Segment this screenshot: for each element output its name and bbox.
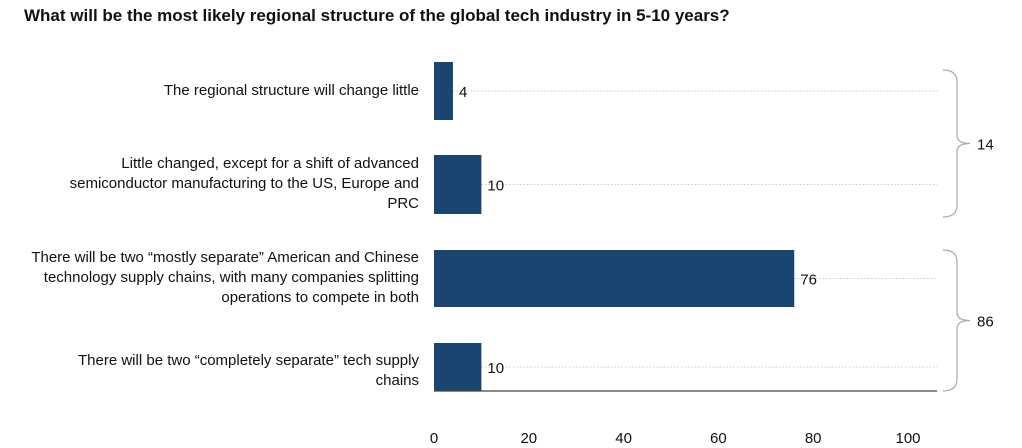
bar: [434, 155, 482, 214]
category-label: There will be two “mostly separate” Amer…: [31, 249, 419, 306]
category-label: Little changed, except for a shift of ad…: [69, 155, 419, 212]
data-label: 10: [487, 178, 504, 195]
x-tick-label: 20: [520, 430, 537, 447]
x-tick-label: 40: [615, 430, 632, 447]
category-label: The regional structure will change littl…: [163, 82, 419, 99]
data-label: 10: [487, 360, 504, 377]
group-brace: [942, 249, 971, 392]
x-tick-label: 0: [430, 430, 438, 447]
x-tick-label: 100: [895, 430, 920, 447]
data-label: 76: [800, 272, 817, 289]
x-tick-label: 60: [710, 430, 727, 447]
bar: [434, 250, 795, 307]
bar: [434, 62, 453, 120]
category-label: There will be two “completely separate” …: [78, 352, 419, 389]
bar: [434, 343, 482, 391]
group-brace: [942, 69, 971, 218]
data-label: 4: [459, 84, 467, 101]
chart-title: What will be the most likely regional st…: [24, 6, 730, 25]
group-total-label: 14: [977, 137, 994, 154]
group-total-label: 86: [977, 314, 994, 331]
x-tick-label: 80: [805, 430, 822, 447]
